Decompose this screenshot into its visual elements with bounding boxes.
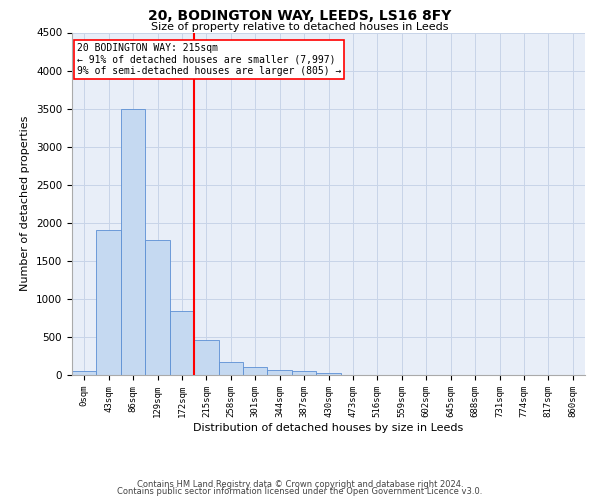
Text: Contains HM Land Registry data © Crown copyright and database right 2024.: Contains HM Land Registry data © Crown c… [137, 480, 463, 489]
Bar [170, 311, 194, 375]
Text: 20, BODINGTON WAY, LEEDS, LS16 8FY: 20, BODINGTON WAY, LEEDS, LS16 8FY [148, 9, 452, 23]
Bar [292, 371, 316, 375]
Bar [316, 372, 341, 375]
Bar [218, 362, 243, 375]
Bar [72, 371, 97, 375]
Bar [121, 108, 145, 375]
Bar [268, 370, 292, 375]
Text: Contains public sector information licensed under the Open Government Licence v3: Contains public sector information licen… [118, 487, 482, 496]
Bar [145, 240, 170, 375]
X-axis label: Distribution of detached houses by size in Leeds: Distribution of detached houses by size … [193, 422, 464, 432]
Text: 20 BODINGTON WAY: 215sqm
← 91% of detached houses are smaller (7,997)
9% of semi: 20 BODINGTON WAY: 215sqm ← 91% of detach… [77, 43, 341, 76]
Y-axis label: Number of detached properties: Number of detached properties [20, 116, 31, 292]
Bar [243, 368, 268, 375]
Text: Size of property relative to detached houses in Leeds: Size of property relative to detached ho… [151, 22, 449, 32]
Bar [97, 230, 121, 375]
Bar [194, 340, 218, 375]
